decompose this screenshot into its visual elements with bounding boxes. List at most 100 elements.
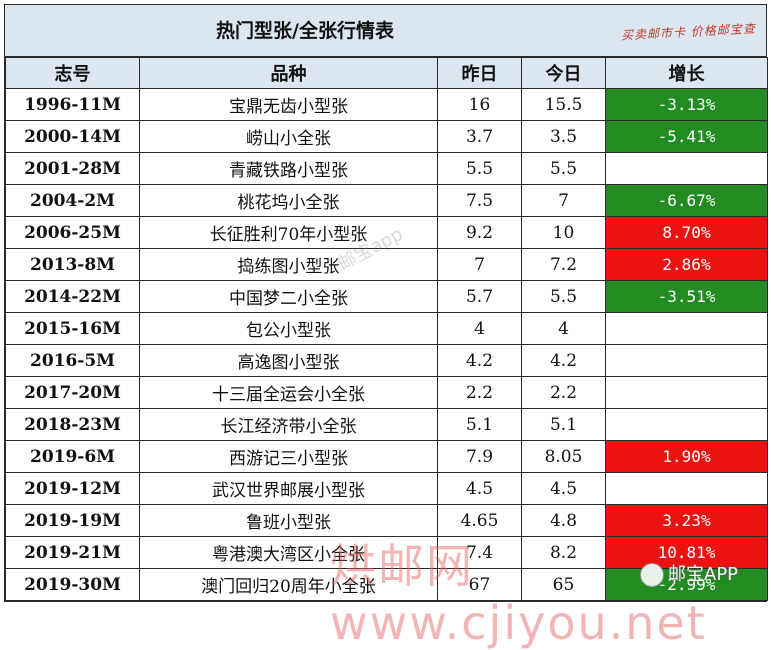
cell-code: 2017-20M xyxy=(5,376,140,409)
cell-code: 2015-16M xyxy=(5,312,140,345)
cell-name: 高逸图小型张 xyxy=(139,344,438,377)
cell-yesterday: 4.2 xyxy=(437,344,522,377)
cell-change: -5.41% xyxy=(605,120,768,153)
cell-yesterday: 7.5 xyxy=(437,184,522,217)
cell-yesterday: 4.5 xyxy=(437,472,522,505)
table-row: 2001-28M 青藏铁路小型张 5.5 5.5 xyxy=(5,152,768,185)
cell-name: 澳门回归20周年小全张 xyxy=(139,568,438,601)
cell-today: 4 xyxy=(521,312,606,345)
cell-code: 2004-2M xyxy=(5,184,140,217)
cell-name: 粤港澳大湾区小全张 xyxy=(139,536,438,569)
cell-name: 捣练图小型张 xyxy=(139,248,438,281)
cell-code: 2019-19M xyxy=(5,504,140,537)
cell-change: -3.13% xyxy=(605,88,768,121)
table-row: 2016-5M 高逸图小型张 4.2 4.2 xyxy=(5,344,768,377)
cell-change xyxy=(605,376,768,409)
cell-name: 中国梦二小全张 xyxy=(139,280,438,313)
cell-today: 15.5 xyxy=(521,88,606,121)
price-table: 志号 品种 昨日 今日 增长 1996-11M 宝鼎无齿小型张 16 15.5 -3.1… xyxy=(5,57,768,601)
cell-code: 2019-30M xyxy=(5,568,140,601)
cell-change: 3.23% xyxy=(605,504,768,537)
cell-yesterday: 3.7 xyxy=(437,120,522,153)
cell-code: 2006-25M xyxy=(5,216,140,249)
cell-today: 5.5 xyxy=(521,280,606,313)
header-name: 品种 xyxy=(139,57,438,89)
header-row: 志号 品种 昨日 今日 增长 xyxy=(5,57,768,89)
cell-yesterday: 5.7 xyxy=(437,280,522,313)
header-yesterday: 昨日 xyxy=(437,57,522,89)
cell-name: 鲁班小型张 xyxy=(139,504,438,537)
cell-today: 8.05 xyxy=(521,440,606,473)
cell-yesterday: 9.2 xyxy=(437,216,522,249)
cell-name: 长江经济带小全张 xyxy=(139,408,438,441)
cell-name: 武汉世界邮展小型张 xyxy=(139,472,438,505)
cell-code: 1996-11M xyxy=(5,88,140,121)
cell-code: 2019-6M xyxy=(5,440,140,473)
cell-change: -2.99% xyxy=(605,568,768,601)
cell-change: 10.81% xyxy=(605,536,768,569)
table-row: 2019-19M 鲁班小型张 4.65 4.8 3.23% xyxy=(5,504,768,537)
table-row: 2019-6M 西游记三小型张 7.9 8.05 1.90% xyxy=(5,440,768,473)
cell-today: 2.2 xyxy=(521,376,606,409)
table-row: 2019-21M 粤港澳大湾区小全张 7.4 8.2 10.81% xyxy=(5,536,768,569)
cell-today: 4.2 xyxy=(521,344,606,377)
cell-change xyxy=(605,152,768,185)
cell-code: 2000-14M xyxy=(5,120,140,153)
cell-change: 8.70% xyxy=(605,216,768,249)
price-table-sheet: 热门型张/全张行情表 买卖邮市卡 价格邮宝查 志号 品种 昨日 今日 增长 19… xyxy=(4,4,768,602)
table-row: 2004-2M 桃花坞小全张 7.5 7 -6.67% xyxy=(5,184,768,217)
table-row: 2019-12M 武汉世界邮展小型张 4.5 4.5 xyxy=(5,472,768,505)
cell-code: 2018-23M xyxy=(5,408,140,441)
cell-change xyxy=(605,472,768,505)
cell-yesterday: 4.65 xyxy=(437,504,522,537)
header-code: 志号 xyxy=(5,57,140,89)
cell-name: 长征胜利70年小型张 xyxy=(139,216,438,249)
header-change: 增长 xyxy=(605,57,768,89)
cell-yesterday: 7.4 xyxy=(437,536,522,569)
slogan-stamp: 买卖邮市卡 价格邮宝查 xyxy=(620,21,757,43)
cell-today: 5.5 xyxy=(521,152,606,185)
cell-today: 8.2 xyxy=(521,536,606,569)
table-row: 2018-23M 长江经济带小全张 5.1 5.1 xyxy=(5,408,768,441)
cell-name: 桃花坞小全张 xyxy=(139,184,438,217)
cell-change: -3.51% xyxy=(605,280,768,313)
cell-name: 宝鼎无齿小型张 xyxy=(139,88,438,121)
cell-today: 7.2 xyxy=(521,248,606,281)
cell-today: 10 xyxy=(521,216,606,249)
table-row: 2015-16M 包公小型张 4 4 xyxy=(5,312,768,345)
table-row: 1996-11M 宝鼎无齿小型张 16 15.5 -3.13% xyxy=(5,88,768,121)
cell-yesterday: 2.2 xyxy=(437,376,522,409)
table-row: 2017-20M 十三届全运会小全张 2.2 2.2 xyxy=(5,376,768,409)
cell-yesterday: 5.5 xyxy=(437,152,522,185)
table-row: 2019-30M 澳门回归20周年小全张 67 65 -2.99% xyxy=(5,568,768,601)
title-row: 热门型张/全张行情表 买卖邮市卡 价格邮宝查 xyxy=(5,5,766,57)
cell-today: 5.1 xyxy=(521,408,606,441)
table-row: 2006-25M 长征胜利70年小型张 9.2 10 8.70% xyxy=(5,216,768,249)
header-today: 今日 xyxy=(521,57,606,89)
cell-name: 崂山小全张 xyxy=(139,120,438,153)
cell-yesterday: 4 xyxy=(437,312,522,345)
cell-code: 2019-12M xyxy=(5,472,140,505)
cell-yesterday: 67 xyxy=(437,568,522,601)
cell-code: 2016-5M xyxy=(5,344,140,377)
cell-code: 2001-28M xyxy=(5,152,140,185)
cell-today: 65 xyxy=(521,568,606,601)
cell-name: 青藏铁路小型张 xyxy=(139,152,438,185)
cell-change: 2.86% xyxy=(605,248,768,281)
table-row: 2013-8M 捣练图小型张 7 7.2 2.86% xyxy=(5,248,768,281)
cell-today: 3.5 xyxy=(521,120,606,153)
cell-today: 4.5 xyxy=(521,472,606,505)
table-body: 1996-11M 宝鼎无齿小型张 16 15.5 -3.13% 2000-14M 崂山小全张… xyxy=(5,88,768,601)
table-row: 2000-14M 崂山小全张 3.7 3.5 -5.41% xyxy=(5,120,768,153)
cell-code: 2014-22M xyxy=(5,280,140,313)
cell-change xyxy=(605,408,768,441)
table-title: 热门型张/全张行情表 xyxy=(216,20,394,42)
cell-code: 2013-8M xyxy=(5,248,140,281)
cell-change xyxy=(605,344,768,377)
cell-today: 4.8 xyxy=(521,504,606,537)
cell-code: 2019-21M xyxy=(5,536,140,569)
cell-today: 7 xyxy=(521,184,606,217)
cell-yesterday: 16 xyxy=(437,88,522,121)
cell-change: -6.67% xyxy=(605,184,768,217)
cell-yesterday: 7 xyxy=(437,248,522,281)
